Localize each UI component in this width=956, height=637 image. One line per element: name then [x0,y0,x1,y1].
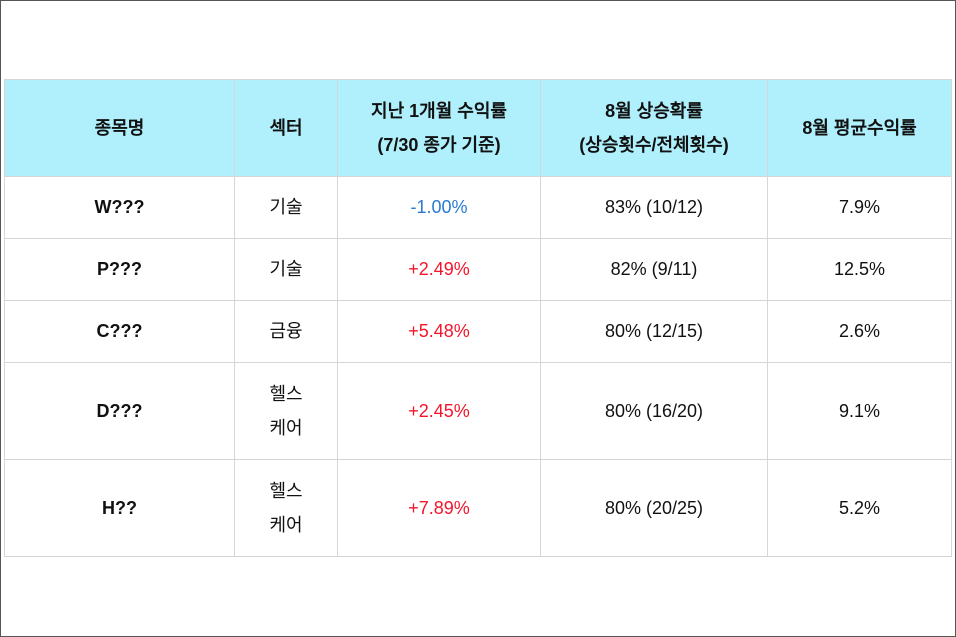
stock-name: W??? [4,176,235,239]
table-row: C??? 금융 +5.48% 80% (12/15) 2.6% [4,300,952,363]
stock-name: H?? [4,459,235,557]
sector: 기술 [234,176,338,239]
header-august-avg-return: 8월 평균수익률 [767,79,952,177]
last-month-return: +5.48% [337,300,541,363]
stock-name: C??? [4,300,235,363]
header-row: 종목명 섹터 지난 1개월 수익률 (7/30 종가 기준) 8월 상승확률 (상승… [4,79,952,177]
stock-name: P??? [4,238,235,301]
header-sector: 섹터 [234,79,338,177]
august-avg-return: 5.2% [767,459,952,557]
sector: 기술 [234,238,338,301]
header-stock-name: 종목명 [4,79,235,177]
last-month-return: +7.89% [337,459,541,557]
august-avg-return: 12.5% [767,238,952,301]
august-up-probability: 83% (10/12) [540,176,768,239]
last-month-return: +2.49% [337,238,541,301]
table-row: W??? 기술 -1.00% 83% (10/12) 7.9% [4,176,952,239]
august-avg-return: 2.6% [767,300,952,363]
last-month-return: -1.00% [337,176,541,239]
august-up-probability: 80% (12/15) [540,300,768,363]
august-up-probability: 80% (20/25) [540,459,768,557]
sector: 금융 [234,300,338,363]
august-up-probability: 80% (16/20) [540,362,768,460]
last-month-return: +2.45% [337,362,541,460]
sector: 헬스 케어 [234,362,338,460]
sector: 헬스 케어 [234,459,338,557]
august-up-probability: 82% (9/11) [540,238,768,301]
table-row: P??? 기술 +2.49% 82% (9/11) 12.5% [4,238,952,301]
table-row: H?? 헬스 케어 +7.89% 80% (20/25) 5.2% [4,459,952,557]
august-avg-return: 7.9% [767,176,952,239]
stock-table: 종목명 섹터 지난 1개월 수익률 (7/30 종가 기준) 8월 상승확률 (상승… [4,79,952,557]
stock-name: D??? [4,362,235,460]
header-last-month-return: 지난 1개월 수익률 (7/30 종가 기준) [337,79,541,177]
august-avg-return: 9.1% [767,362,952,460]
header-august-up-probability: 8월 상승확률 (상승횟수/전체횟수) [540,79,768,177]
table-row: D??? 헬스 케어 +2.45% 80% (16/20) 9.1% [4,362,952,460]
